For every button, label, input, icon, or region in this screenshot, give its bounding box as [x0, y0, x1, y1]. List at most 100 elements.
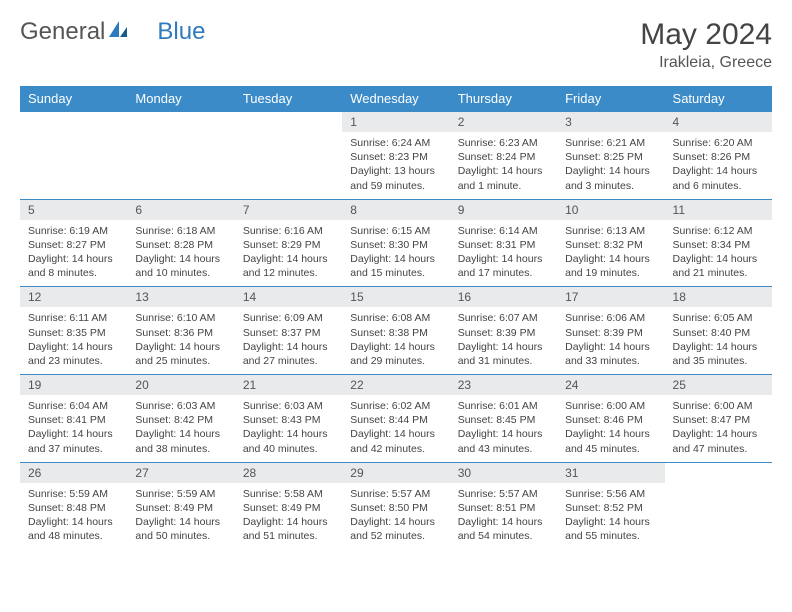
day-cell: Sunrise: 6:01 AMSunset: 8:45 PMDaylight:…: [450, 395, 557, 462]
sunrise-text: Sunrise: 5:59 AM: [28, 487, 119, 501]
daylight-text: Daylight: 13 hours and 59 minutes.: [350, 164, 441, 192]
daylight-text: Daylight: 14 hours and 10 minutes.: [135, 252, 226, 280]
sunset-text: Sunset: 8:36 PM: [135, 326, 226, 340]
sunrise-text: Sunrise: 6:00 AM: [673, 399, 764, 413]
weekday-header-row: SundayMondayTuesdayWednesdayThursdayFrid…: [20, 86, 772, 112]
day-number: [665, 462, 772, 483]
day-number: 4: [665, 112, 772, 133]
weekday-header: Tuesday: [235, 86, 342, 112]
sunset-text: Sunset: 8:50 PM: [350, 501, 441, 515]
location: Irakleia, Greece: [640, 54, 772, 72]
sunset-text: Sunset: 8:25 PM: [565, 150, 656, 164]
sunrise-text: Sunrise: 6:12 AM: [673, 224, 764, 238]
daylight-text: Daylight: 14 hours and 55 minutes.: [565, 515, 656, 543]
day-cell: Sunrise: 6:16 AMSunset: 8:29 PMDaylight:…: [235, 220, 342, 287]
day-number: 22: [342, 375, 449, 396]
day-number: 24: [557, 375, 664, 396]
day-cell: Sunrise: 6:15 AMSunset: 8:30 PMDaylight:…: [342, 220, 449, 287]
sunset-text: Sunset: 8:38 PM: [350, 326, 441, 340]
sunset-text: Sunset: 8:29 PM: [243, 238, 334, 252]
day-cell: Sunrise: 6:19 AMSunset: 8:27 PMDaylight:…: [20, 220, 127, 287]
brand-part1: General: [20, 18, 105, 46]
day-cell: Sunrise: 6:12 AMSunset: 8:34 PMDaylight:…: [665, 220, 772, 287]
day-cell: Sunrise: 6:02 AMSunset: 8:44 PMDaylight:…: [342, 395, 449, 462]
day-cell: [665, 483, 772, 550]
sunset-text: Sunset: 8:41 PM: [28, 413, 119, 427]
day-number: 11: [665, 199, 772, 220]
daylight-text: Daylight: 14 hours and 15 minutes.: [350, 252, 441, 280]
sunset-text: Sunset: 8:49 PM: [135, 501, 226, 515]
day-number: 17: [557, 287, 664, 308]
day-cell: [235, 132, 342, 199]
sunrise-text: Sunrise: 6:05 AM: [673, 311, 764, 325]
daylight-text: Daylight: 14 hours and 29 minutes.: [350, 340, 441, 368]
title-block: May 2024 Irakleia, Greece: [640, 18, 772, 72]
day-cell: Sunrise: 6:03 AMSunset: 8:43 PMDaylight:…: [235, 395, 342, 462]
day-cell: Sunrise: 6:00 AMSunset: 8:47 PMDaylight:…: [665, 395, 772, 462]
sunset-text: Sunset: 8:26 PM: [673, 150, 764, 164]
day-content-row: Sunrise: 6:24 AMSunset: 8:23 PMDaylight:…: [20, 132, 772, 199]
day-number: 20: [127, 375, 234, 396]
daylight-text: Daylight: 14 hours and 35 minutes.: [673, 340, 764, 368]
sunset-text: Sunset: 8:28 PM: [135, 238, 226, 252]
day-cell: Sunrise: 6:03 AMSunset: 8:42 PMDaylight:…: [127, 395, 234, 462]
sunrise-text: Sunrise: 6:15 AM: [350, 224, 441, 238]
sunset-text: Sunset: 8:49 PM: [243, 501, 334, 515]
weekday-header: Wednesday: [342, 86, 449, 112]
sunset-text: Sunset: 8:39 PM: [565, 326, 656, 340]
sunset-text: Sunset: 8:48 PM: [28, 501, 119, 515]
day-cell: Sunrise: 6:24 AMSunset: 8:23 PMDaylight:…: [342, 132, 449, 199]
day-cell: Sunrise: 6:18 AMSunset: 8:28 PMDaylight:…: [127, 220, 234, 287]
day-number: 26: [20, 462, 127, 483]
day-cell: Sunrise: 6:23 AMSunset: 8:24 PMDaylight:…: [450, 132, 557, 199]
calendar-table: SundayMondayTuesdayWednesdayThursdayFrid…: [20, 86, 772, 549]
sunrise-text: Sunrise: 5:57 AM: [458, 487, 549, 501]
sunrise-text: Sunrise: 6:13 AM: [565, 224, 656, 238]
day-number: 23: [450, 375, 557, 396]
sunrise-text: Sunrise: 6:01 AM: [458, 399, 549, 413]
day-cell: Sunrise: 6:13 AMSunset: 8:32 PMDaylight:…: [557, 220, 664, 287]
day-content-row: Sunrise: 5:59 AMSunset: 8:48 PMDaylight:…: [20, 483, 772, 550]
day-cell: Sunrise: 6:06 AMSunset: 8:39 PMDaylight:…: [557, 307, 664, 374]
sunrise-text: Sunrise: 6:14 AM: [458, 224, 549, 238]
sunset-text: Sunset: 8:27 PM: [28, 238, 119, 252]
daylight-text: Daylight: 14 hours and 37 minutes.: [28, 427, 119, 455]
sunset-text: Sunset: 8:32 PM: [565, 238, 656, 252]
daylight-text: Daylight: 14 hours and 54 minutes.: [458, 515, 549, 543]
brand-logo: General Blue: [20, 18, 205, 46]
sunrise-text: Sunrise: 5:59 AM: [135, 487, 226, 501]
day-number: 2: [450, 112, 557, 133]
sunrise-text: Sunrise: 6:24 AM: [350, 136, 441, 150]
daylight-text: Daylight: 14 hours and 31 minutes.: [458, 340, 549, 368]
day-cell: [20, 132, 127, 199]
daylight-text: Daylight: 14 hours and 12 minutes.: [243, 252, 334, 280]
day-number: 29: [342, 462, 449, 483]
weekday-header: Monday: [127, 86, 234, 112]
daylight-text: Daylight: 14 hours and 8 minutes.: [28, 252, 119, 280]
sunrise-text: Sunrise: 5:56 AM: [565, 487, 656, 501]
day-number: 7: [235, 199, 342, 220]
day-cell: Sunrise: 5:58 AMSunset: 8:49 PMDaylight:…: [235, 483, 342, 550]
sunset-text: Sunset: 8:47 PM: [673, 413, 764, 427]
day-number: 13: [127, 287, 234, 308]
sunrise-text: Sunrise: 6:08 AM: [350, 311, 441, 325]
daylight-text: Daylight: 14 hours and 51 minutes.: [243, 515, 334, 543]
day-cell: Sunrise: 5:57 AMSunset: 8:50 PMDaylight:…: [342, 483, 449, 550]
sunrise-text: Sunrise: 6:10 AM: [135, 311, 226, 325]
day-cell: Sunrise: 6:11 AMSunset: 8:35 PMDaylight:…: [20, 307, 127, 374]
weekday-header: Saturday: [665, 86, 772, 112]
day-cell: Sunrise: 5:59 AMSunset: 8:48 PMDaylight:…: [20, 483, 127, 550]
day-number: 1: [342, 112, 449, 133]
sunrise-text: Sunrise: 6:19 AM: [28, 224, 119, 238]
sunrise-text: Sunrise: 6:04 AM: [28, 399, 119, 413]
header: General Blue May 2024 Irakleia, Greece: [20, 18, 772, 72]
day-cell: [127, 132, 234, 199]
sunset-text: Sunset: 8:52 PM: [565, 501, 656, 515]
sunset-text: Sunset: 8:35 PM: [28, 326, 119, 340]
sunrise-text: Sunrise: 6:06 AM: [565, 311, 656, 325]
daylight-text: Daylight: 14 hours and 21 minutes.: [673, 252, 764, 280]
daylight-text: Daylight: 14 hours and 19 minutes.: [565, 252, 656, 280]
sunrise-text: Sunrise: 6:07 AM: [458, 311, 549, 325]
sunrise-text: Sunrise: 5:57 AM: [350, 487, 441, 501]
sunset-text: Sunset: 8:42 PM: [135, 413, 226, 427]
